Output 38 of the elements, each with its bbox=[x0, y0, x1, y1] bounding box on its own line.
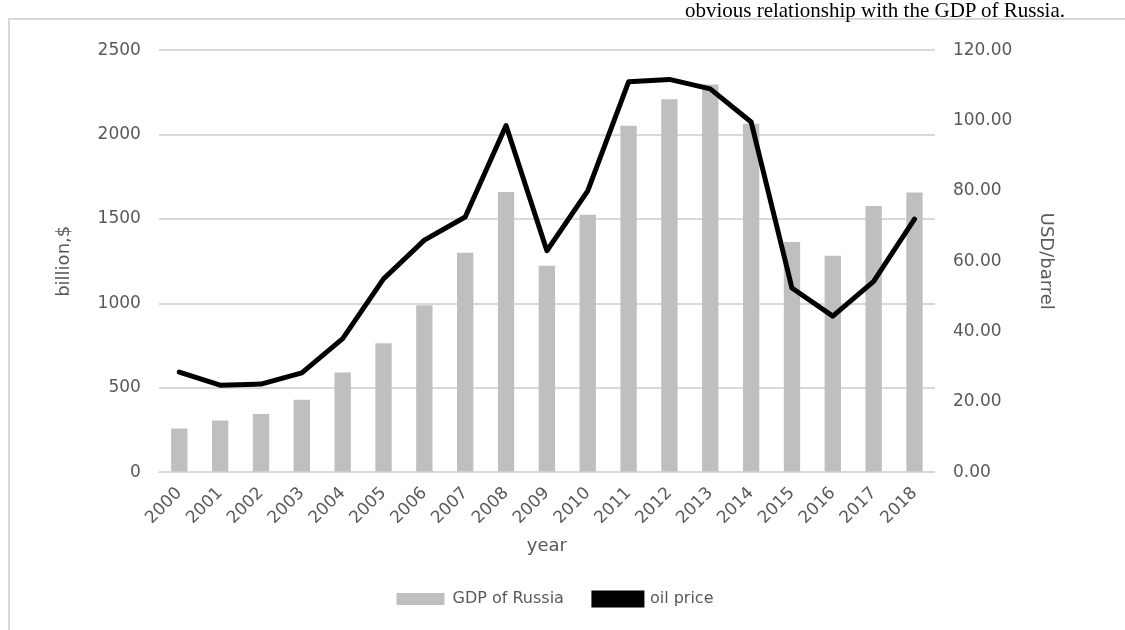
bar bbox=[497, 191, 515, 472]
bar bbox=[661, 99, 678, 472]
bar bbox=[171, 428, 188, 472]
bar bbox=[252, 414, 270, 472]
bar bbox=[783, 242, 801, 472]
bar bbox=[375, 343, 392, 472]
y-tick-label: 1000 bbox=[97, 291, 141, 312]
bar bbox=[742, 123, 760, 472]
y-tick-label: 0 bbox=[130, 460, 141, 481]
y-tick-label: 500 bbox=[108, 376, 141, 397]
bar bbox=[620, 125, 637, 472]
y2-tick-label: 0.00 bbox=[952, 460, 991, 481]
bar bbox=[824, 255, 841, 472]
y2-tick-label: 60.00 bbox=[952, 249, 1002, 270]
x-axis-title: year bbox=[526, 533, 568, 555]
bar bbox=[211, 420, 229, 472]
bar bbox=[538, 265, 556, 472]
y2-tick-label: 40.00 bbox=[952, 320, 1002, 341]
bar bbox=[334, 372, 351, 472]
y-tick-label: 2500 bbox=[97, 38, 141, 59]
legend-label: oil price bbox=[649, 588, 714, 608]
bar bbox=[702, 84, 719, 472]
y-tick-label: 2000 bbox=[97, 123, 141, 144]
y-axis-title: billion,$ bbox=[52, 225, 74, 297]
legend-label: GDP of Russia bbox=[452, 588, 564, 608]
bar bbox=[416, 305, 433, 472]
y2-tick-label: 100.00 bbox=[952, 108, 1013, 129]
bar bbox=[906, 192, 923, 472]
text: obvious relationship with the GDP of Russia. bbox=[684, 0, 1065, 23]
bar bbox=[457, 252, 474, 472]
bar bbox=[865, 205, 882, 472]
y-tick-label: 1500 bbox=[97, 207, 141, 228]
bar bbox=[293, 399, 310, 472]
y2-axis-title: USD/barrel bbox=[1036, 212, 1058, 310]
y2-tick-label: 120.00 bbox=[952, 38, 1013, 59]
bar bbox=[579, 214, 596, 472]
y2-tick-label: 20.00 bbox=[952, 390, 1002, 411]
y2-tick-label: 80.00 bbox=[952, 179, 1002, 200]
